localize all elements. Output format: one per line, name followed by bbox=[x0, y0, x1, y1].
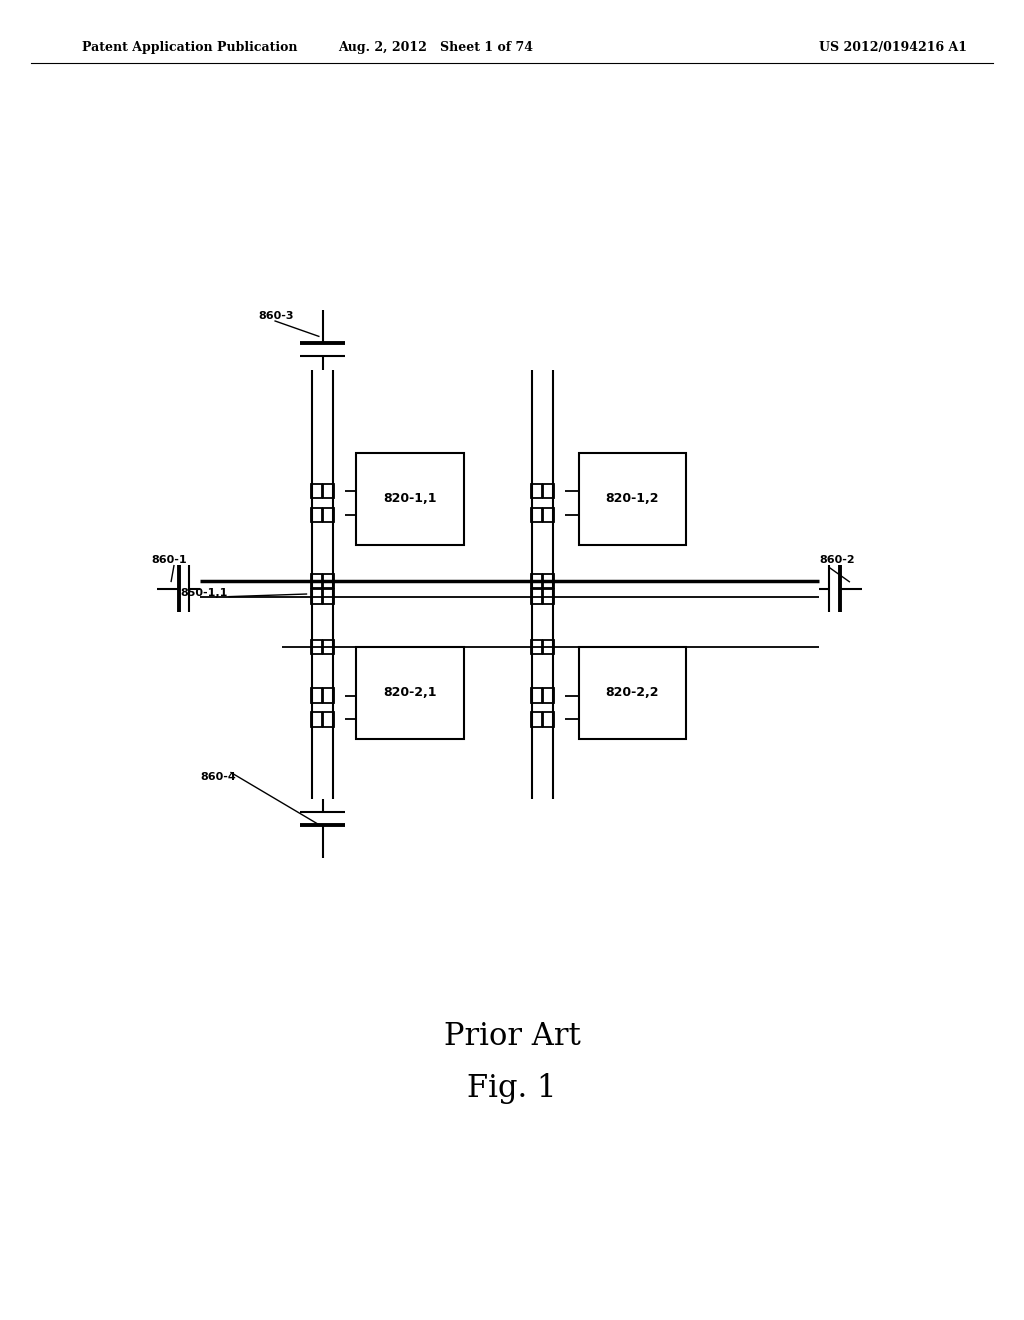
Bar bbox=[531, 713, 543, 726]
Bar bbox=[579, 647, 686, 739]
Bar bbox=[324, 639, 334, 653]
Bar bbox=[324, 589, 334, 603]
Bar bbox=[531, 589, 543, 603]
Bar bbox=[356, 453, 464, 545]
Text: 820-2,2: 820-2,2 bbox=[605, 686, 659, 700]
Bar bbox=[544, 689, 555, 704]
Bar bbox=[531, 483, 543, 498]
Bar bbox=[324, 507, 334, 521]
Bar bbox=[311, 483, 322, 498]
Bar bbox=[531, 573, 543, 587]
Bar bbox=[311, 639, 322, 653]
Bar bbox=[544, 589, 555, 603]
Bar bbox=[579, 453, 686, 545]
Bar bbox=[324, 483, 334, 498]
Bar bbox=[544, 639, 555, 653]
Bar bbox=[544, 713, 555, 726]
Bar bbox=[531, 689, 543, 704]
Bar bbox=[324, 573, 334, 587]
Bar bbox=[544, 507, 555, 521]
Text: 820-2,1: 820-2,1 bbox=[383, 686, 437, 700]
Text: 850-1,1: 850-1,1 bbox=[180, 587, 227, 598]
Text: 860-3: 860-3 bbox=[258, 310, 294, 321]
Bar bbox=[531, 507, 543, 521]
Bar bbox=[544, 483, 555, 498]
Text: Aug. 2, 2012   Sheet 1 of 74: Aug. 2, 2012 Sheet 1 of 74 bbox=[338, 41, 532, 54]
Text: 860-2: 860-2 bbox=[819, 554, 855, 565]
Bar bbox=[311, 573, 322, 587]
Text: Prior Art: Prior Art bbox=[443, 1020, 581, 1052]
Bar bbox=[531, 639, 543, 653]
Bar bbox=[311, 507, 322, 521]
Bar bbox=[311, 713, 322, 726]
Text: 820-1,1: 820-1,1 bbox=[383, 492, 437, 506]
Bar bbox=[544, 573, 555, 587]
Bar bbox=[356, 647, 464, 739]
Text: 860-1: 860-1 bbox=[152, 554, 187, 565]
Text: 860-4: 860-4 bbox=[201, 772, 237, 783]
Text: 820-1,2: 820-1,2 bbox=[605, 492, 659, 506]
Bar bbox=[324, 713, 334, 726]
Text: Fig. 1: Fig. 1 bbox=[467, 1073, 557, 1105]
Bar bbox=[311, 589, 322, 603]
Text: Patent Application Publication: Patent Application Publication bbox=[82, 41, 297, 54]
Text: US 2012/0194216 A1: US 2012/0194216 A1 bbox=[819, 41, 968, 54]
Bar bbox=[311, 689, 322, 704]
Bar bbox=[324, 689, 334, 704]
